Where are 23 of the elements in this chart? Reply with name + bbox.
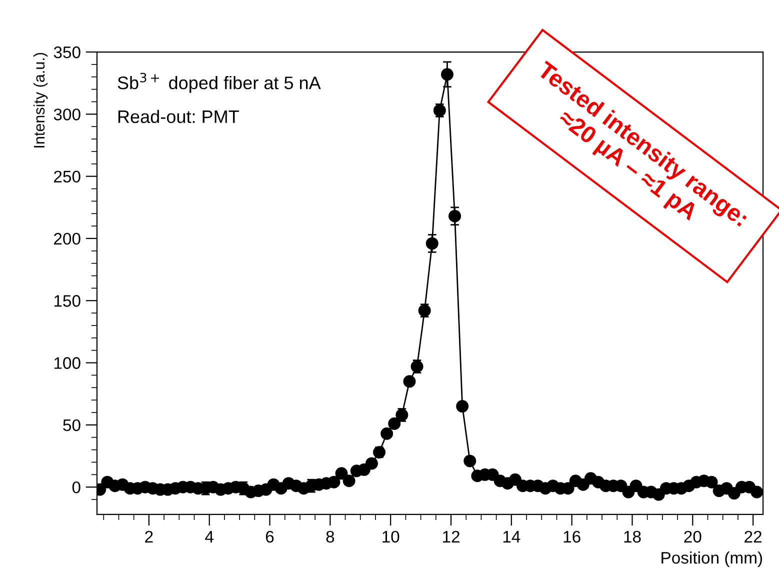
- annotation: Sb$^{3+}$ doped fiber at 5 nA: [118, 72, 321, 93]
- y-tick-label: 200: [54, 232, 80, 245]
- x-tick-label: 14: [503, 531, 520, 542]
- x-axis-title: Position (mm): [662, 551, 762, 568]
- y-axis-title: Intensity (a.u.): [33, 52, 48, 148]
- x-tick-label: 22: [744, 530, 762, 542]
- x-tick-label: 12: [443, 530, 460, 542]
- y-tick-label: 350: [54, 46, 80, 58]
- annotation: Read-out: PMT: [118, 110, 239, 124]
- x-tick-label: 20: [684, 530, 702, 543]
- y-tick-label: 250: [54, 170, 80, 183]
- x-tick-label: 6: [266, 530, 274, 543]
- y-tick-label: 100: [54, 357, 80, 369]
- x-tick-label: 2: [145, 530, 153, 542]
- x-tick-label: 8: [326, 530, 334, 543]
- x-tick-label: 10: [382, 530, 400, 543]
- x-tick-label: 16: [564, 530, 580, 543]
- y-tick-label: 300: [54, 108, 80, 120]
- y-tick-label: 50: [63, 419, 80, 432]
- x-tick-label: 4: [205, 531, 214, 542]
- y-tick-label: 150: [54, 295, 80, 307]
- y-tick-label: 0: [72, 481, 80, 494]
- x-tick-label: 18: [624, 530, 641, 543]
